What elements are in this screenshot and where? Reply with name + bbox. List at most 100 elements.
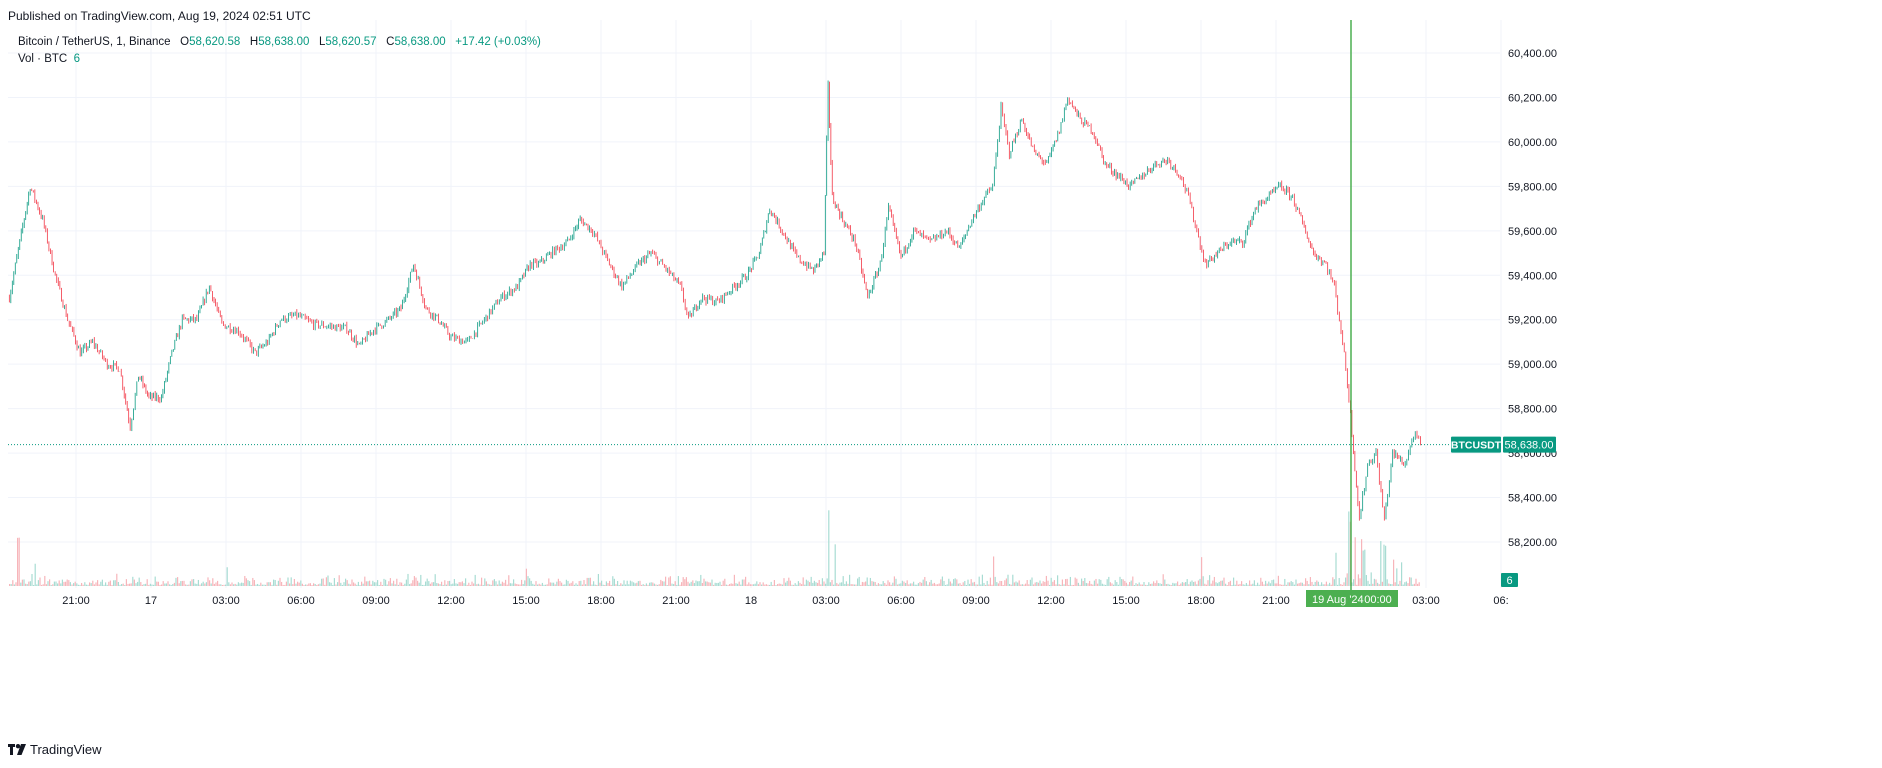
volume-bar [18,537,20,586]
volume-bar [1165,584,1167,586]
volume-bar [652,582,654,586]
volume-bar [1319,584,1321,586]
volume-bar [1149,583,1151,586]
volume-bar [1084,578,1086,586]
volume-bar [10,584,12,586]
last-price-tag-bg [1503,436,1556,453]
volume-bar [61,579,63,586]
volume-bar [527,576,529,586]
volume-bar [1085,583,1087,586]
volume-bar [741,579,743,586]
volume-label: Vol · BTC [18,53,68,65]
volume-bar [618,584,620,586]
volume-bar [383,578,385,586]
volume-bar [426,578,428,586]
volume-bar [287,577,289,586]
volume-bar [573,584,575,586]
volume-bar [649,582,651,586]
volume-bar [273,579,275,586]
volume-bar [1057,575,1059,586]
volume-bar [1181,582,1183,586]
volume-bar [663,581,665,586]
volume-bar [298,582,300,586]
volume-bars [9,510,1420,586]
volume-bar [1260,577,1262,586]
volume-bar [565,579,567,586]
volume-bar [167,581,169,586]
volume-bar [591,584,593,586]
volume-bar [412,580,414,586]
volume-bar [1029,579,1031,586]
volume-bar [1079,584,1081,586]
volume-bar [1237,584,1239,586]
volume-bar [1332,577,1334,586]
volume-bar [178,583,180,586]
volume-bar [365,581,367,586]
volume-bar [1185,582,1187,586]
volume-bar [538,583,540,586]
volume-bar [284,584,286,586]
volume-bar [346,580,348,586]
volume-bar [633,582,635,586]
volume-bar [863,582,865,586]
volume-bar [1055,584,1057,586]
volume-bar [183,580,185,586]
volume-bar [1162,574,1164,586]
volume-bar [1073,584,1075,586]
volume-bar [972,582,974,586]
tradingview-logo[interactable]: TradingView [8,742,102,757]
volume-bar [425,581,427,586]
volume-bar [335,584,337,586]
volume-bar [452,583,454,586]
volume-bar [778,583,780,586]
price-tick-label: 60,400.00 [1508,48,1557,60]
volume-bar [143,584,145,586]
volume-bar [103,584,105,586]
volume-bar [551,582,553,586]
volume-bar [938,583,940,586]
volume-bar [1212,580,1214,586]
volume-bar [93,584,95,586]
symbol-tag-bg [1451,436,1501,453]
volume-bar [828,510,830,586]
volume-bar [690,581,692,586]
volume-bar [447,580,449,586]
volume-bar [476,584,478,586]
volume-bar [585,584,587,586]
volume-bar [341,584,343,586]
volume-bar [461,581,463,586]
volume-bar [661,581,663,586]
volume-bar [1193,581,1195,586]
volume-bar [297,581,299,586]
volume-bar [1093,580,1095,586]
volume-bar [84,582,86,586]
volume-bar [653,583,655,586]
volume-bar [1402,584,1404,586]
volume-bar [831,579,833,586]
volume-bar [418,582,420,586]
low-label: L [318,36,326,48]
volume-bar [1012,574,1014,586]
volume-bar [564,584,566,586]
volume-bar [1133,584,1135,586]
volume-bar [914,584,916,586]
volume-bar [69,582,71,586]
volume-bar [860,584,862,586]
volume-bar [429,583,431,586]
time-tick-label: 09:00 [362,595,390,607]
volume-bar [373,582,375,586]
volume-bar [895,578,897,586]
volume-bar [647,584,649,586]
volume-bar [937,584,939,586]
volume-bar [548,578,550,586]
price-tick-label: 59,400.00 [1508,270,1557,282]
volume-bar [676,584,678,586]
price-tick-label: 58,800.00 [1508,404,1557,416]
volume-bar [252,577,254,586]
volume-bar [337,582,339,586]
volume-bar [578,581,580,586]
volume-bar [124,584,126,586]
volume-bar [402,584,404,586]
volume-bar [519,584,521,586]
